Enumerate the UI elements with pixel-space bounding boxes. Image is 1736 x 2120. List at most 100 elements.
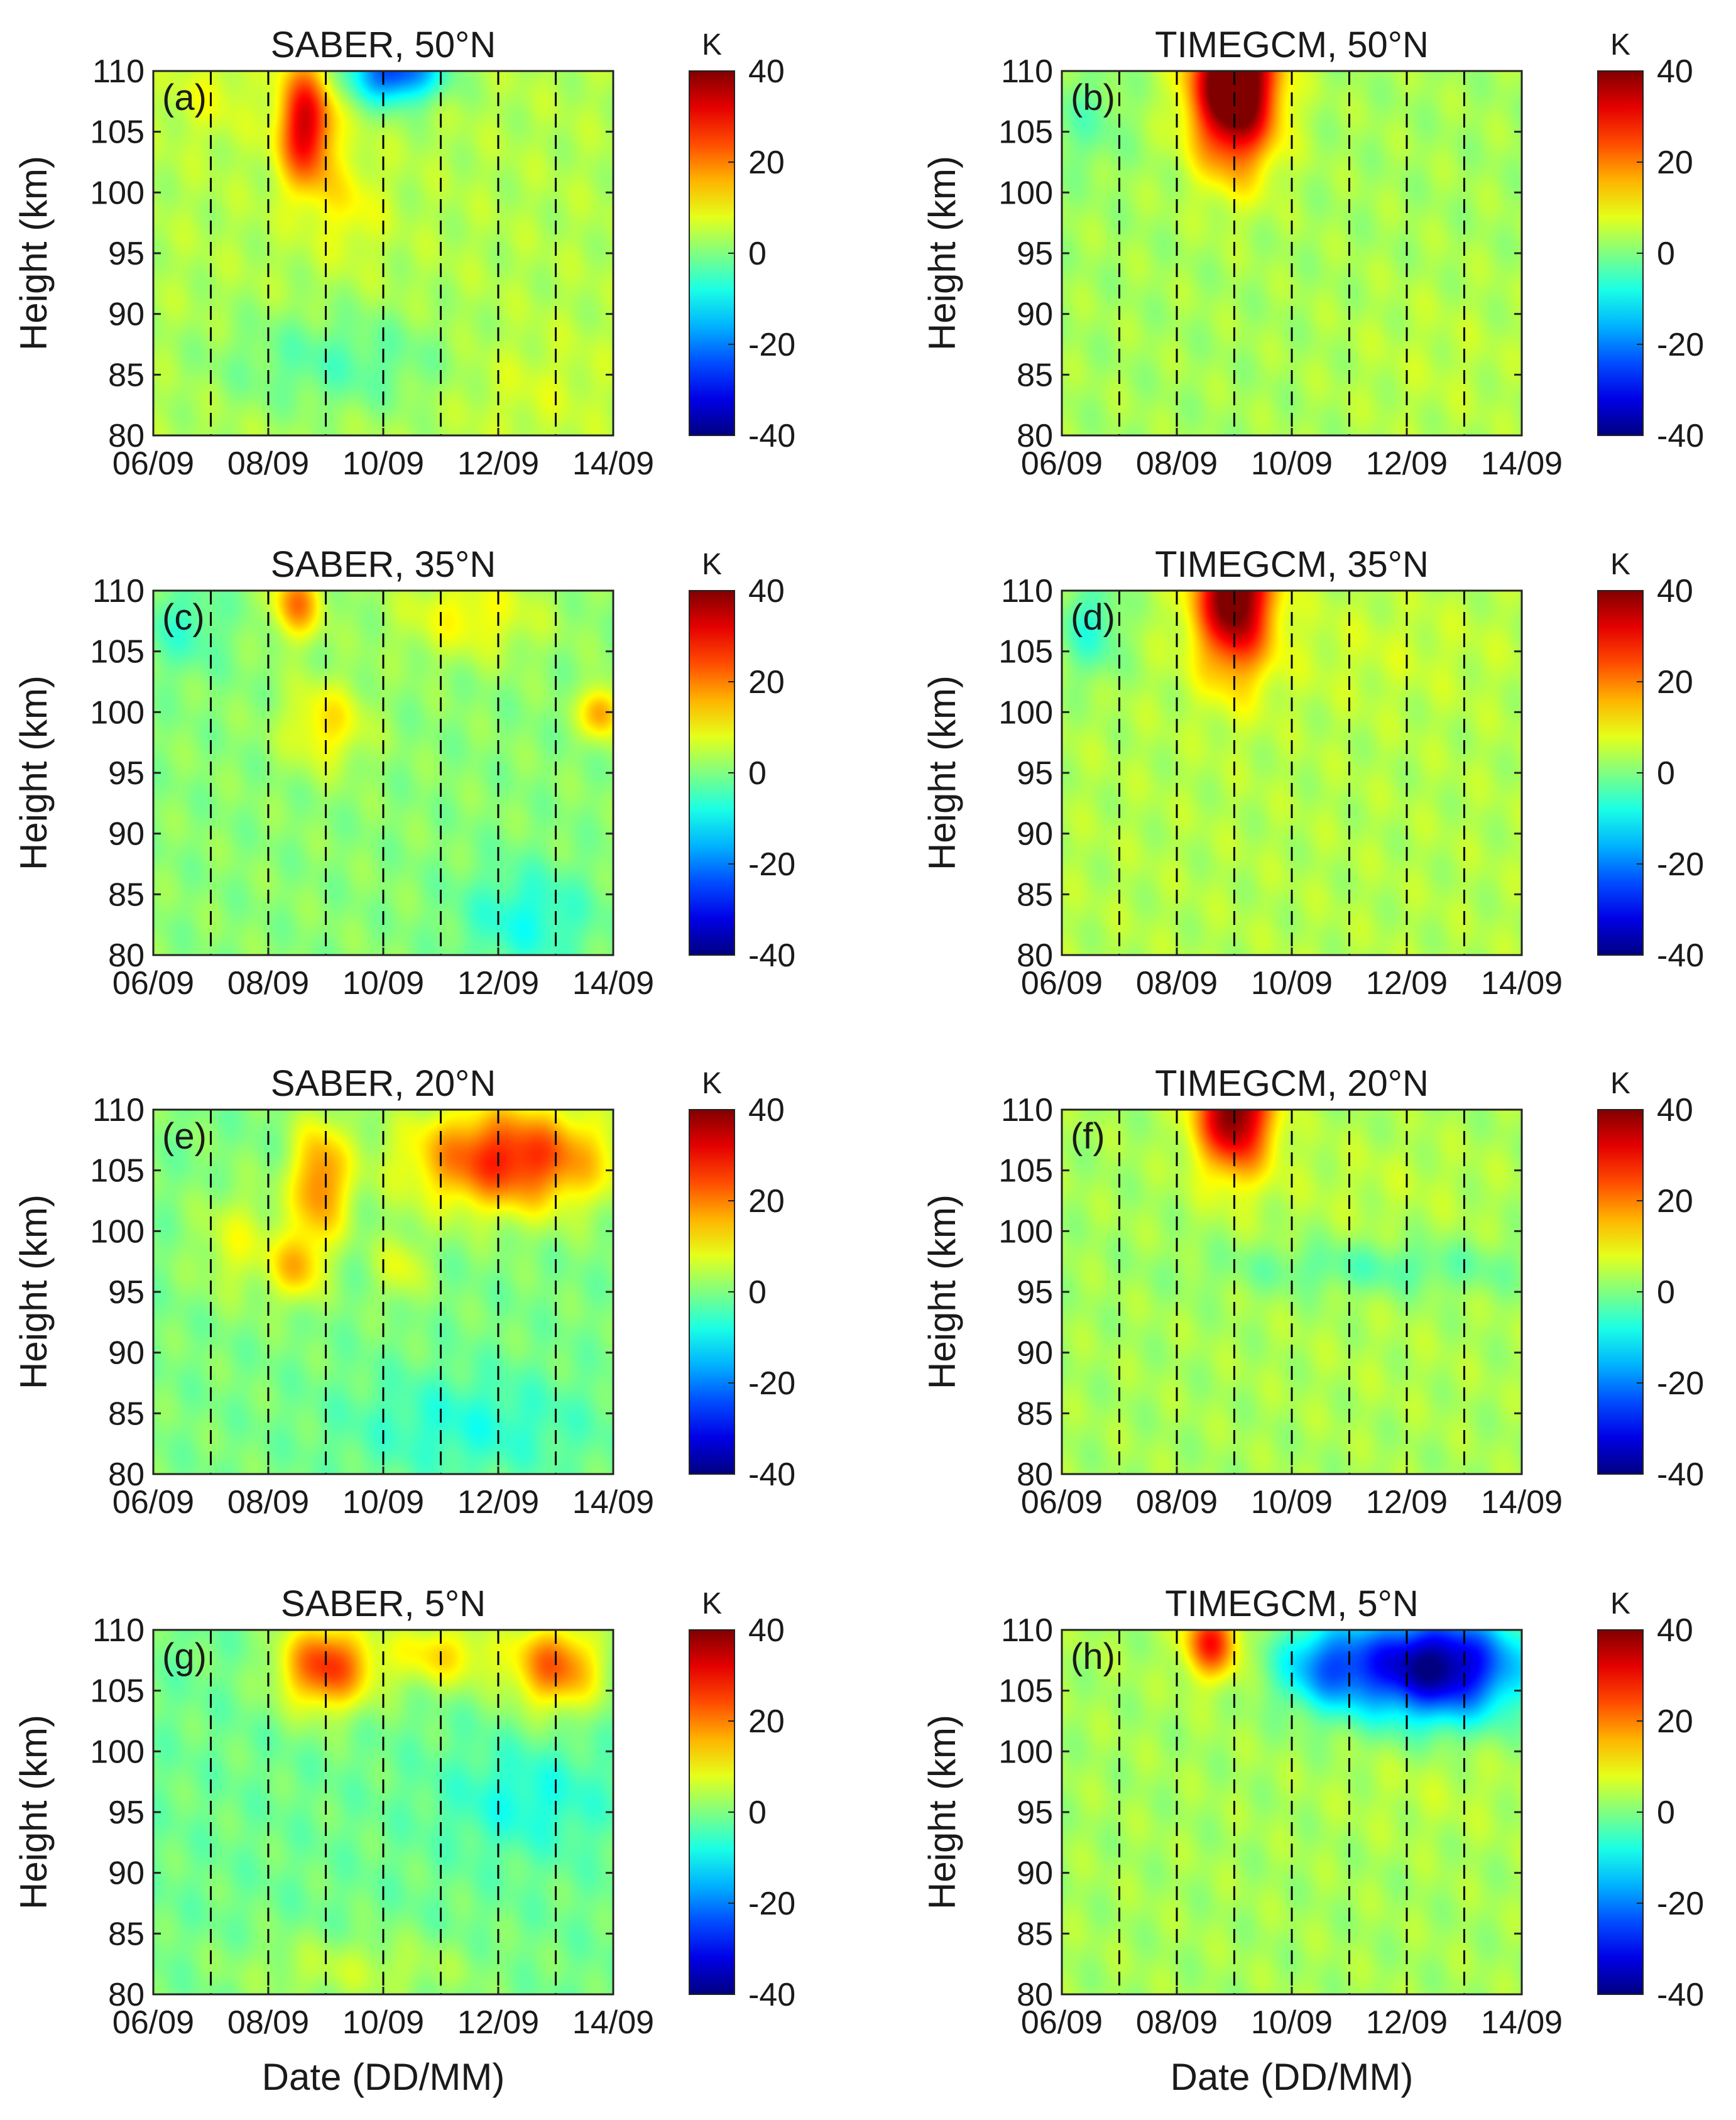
y-axis-label: Height (km): [13, 1715, 55, 1910]
x-tick-label: 14/09: [1481, 965, 1563, 1002]
x-tick-label: 10/09: [1251, 445, 1333, 482]
y-tick-label: 90: [108, 297, 145, 333]
panel-letter: (d): [1071, 597, 1115, 638]
y-axis-label: Height (km): [921, 1194, 963, 1389]
colorbar-tick-label: 40: [748, 1092, 785, 1128]
x-tick-label: 06/09: [112, 445, 194, 482]
panel-letter: (b): [1071, 77, 1115, 118]
colorbar-unit-label: K: [702, 548, 722, 581]
y-axis-label: Height (km): [921, 1715, 963, 1910]
y-tick-label: 85: [1017, 357, 1053, 393]
colorbar-unit-label: K: [1610, 1587, 1630, 1620]
y-tick-label: 95: [1017, 1795, 1053, 1831]
colorbar-tick-label: -40: [1657, 1977, 1704, 2013]
colorbar-tick-label: -20: [1657, 1365, 1704, 1402]
colorbar-tick-label: 40: [1657, 573, 1693, 609]
y-tick-label: 85: [1017, 1396, 1053, 1432]
x-tick-label: 12/09: [457, 445, 539, 482]
x-tick-label: 06/09: [1021, 2004, 1103, 2041]
colorbar-tick-label: -40: [1657, 937, 1704, 974]
panel-title: TIMEGCM, 50°N: [1155, 25, 1429, 65]
y-tick-label: 100: [90, 1734, 145, 1770]
colorbar: [689, 1629, 735, 1995]
colorbar-tick-label: -20: [748, 846, 795, 883]
panel-title: SABER, 5°N: [281, 1583, 486, 1624]
y-tick-label: 95: [108, 1795, 145, 1831]
panel-letter: (e): [162, 1116, 207, 1157]
y-tick-label: 100: [998, 1734, 1053, 1770]
x-tick-label: 12/09: [1366, 2004, 1448, 2041]
y-axis-label: Height (km): [921, 156, 963, 351]
y-tick-label: 85: [1017, 1916, 1053, 1952]
colorbar-unit-label: K: [702, 1587, 722, 1620]
y-tick-label: 100: [998, 1213, 1053, 1250]
x-tick-label: 08/09: [1136, 1484, 1218, 1521]
y-tick-label: 110: [92, 1612, 145, 1649]
y-tick-label: 105: [998, 634, 1053, 670]
x-tick-label: 14/09: [1481, 1484, 1563, 1521]
x-tick-label: 08/09: [1136, 965, 1218, 1002]
x-tick-label: 14/09: [572, 445, 654, 482]
panel-title: TIMEGCM, 5°N: [1165, 1583, 1418, 1624]
y-tick-label: 90: [1017, 1855, 1053, 1892]
colorbar-unit-label: K: [1610, 28, 1630, 62]
panel-h: 80 85 90 95 100 105 110 06/09 08/09 10/09 12/09 14/…: [921, 1583, 1704, 2098]
panel-letter: (g): [162, 1636, 207, 1677]
colorbar-tick-label: -20: [748, 1365, 795, 1402]
colorbar-tick-label: -20: [748, 1886, 795, 1922]
colorbar-tick-label: -40: [748, 1977, 795, 2013]
colorbar-unit-label: K: [702, 28, 722, 62]
x-tick-label: 14/09: [1481, 445, 1563, 482]
colorbar-tick-label: -40: [748, 937, 795, 974]
x-tick-label: 10/09: [342, 2004, 424, 2041]
colorbar-tick-label: -20: [748, 327, 795, 363]
colorbar-tick-label: -40: [1657, 1456, 1704, 1493]
panel-title: TIMEGCM, 20°N: [1155, 1063, 1429, 1104]
x-tick-label: 12/09: [1366, 1484, 1448, 1521]
colorbar: [1597, 1629, 1644, 1995]
x-tick-label: 14/09: [572, 1484, 654, 1521]
x-tick-label: 10/09: [1251, 2004, 1333, 2041]
y-tick-label: 80: [1017, 1456, 1053, 1493]
x-tick-label: 10/09: [1251, 1484, 1333, 1521]
y-tick-label: 105: [90, 114, 145, 151]
colorbar-tick-label: 0: [1657, 1795, 1675, 1831]
y-axis-label: Height (km): [13, 1194, 55, 1389]
panel-letter: (a): [162, 77, 207, 118]
panel-b: 80 85 90 95 100 105 110 06/09 08/09 10/09 12/09 14/…: [921, 25, 1704, 482]
panel-d: 80 85 90 95 100 105 110 06/09 08/09 10/09 12/09 14/…: [921, 544, 1704, 1002]
colorbar-tick-label: 20: [748, 1703, 785, 1740]
y-tick-label: 95: [1017, 236, 1053, 272]
x-tick-label: 12/09: [457, 965, 539, 1002]
y-tick-label: 95: [108, 236, 145, 272]
y-tick-label: 100: [90, 175, 145, 211]
x-tick-label: 06/09: [112, 1484, 194, 1521]
x-tick-label: 14/09: [572, 2004, 654, 2041]
colorbar-unit-label: K: [1610, 548, 1630, 581]
colorbar-tick-label: 40: [748, 573, 785, 609]
y-tick-label: 110: [92, 1092, 145, 1128]
x-tick-label: 08/09: [1136, 445, 1218, 482]
x-tick-label: 12/09: [1366, 445, 1448, 482]
colorbar-tick-label: 0: [748, 236, 767, 272]
x-tick-label: 08/09: [227, 445, 309, 482]
y-tick-label: 80: [108, 418, 145, 454]
y-tick-label: 90: [1017, 1335, 1053, 1372]
colorbar-tick-label: 0: [748, 1795, 767, 1831]
colorbar-tick-label: -40: [748, 418, 795, 454]
colorbar-tick-label: 20: [1657, 1703, 1693, 1740]
colorbar-tick-label: 20: [1657, 664, 1693, 701]
colorbar-tick-label: 40: [748, 53, 785, 90]
colorbar: [689, 1109, 735, 1475]
x-tick-label: 06/09: [1021, 445, 1103, 482]
panel-a: 80 85 90 95 100 105 110 06/09 08/09 10/09 12/09 14/…: [13, 25, 795, 482]
y-tick-label: 90: [108, 1335, 145, 1372]
x-tick-label: 08/09: [227, 1484, 309, 1521]
panel-c: 80 85 90 95 100 105 110 06/09 08/09 10/09 12/09 14/…: [13, 544, 795, 1002]
colorbar-tick-label: 0: [1657, 755, 1675, 792]
y-tick-label: 105: [90, 1153, 145, 1189]
y-tick-label: 90: [108, 816, 145, 853]
y-tick-label: 95: [1017, 1274, 1053, 1311]
y-tick-label: 90: [1017, 297, 1053, 333]
